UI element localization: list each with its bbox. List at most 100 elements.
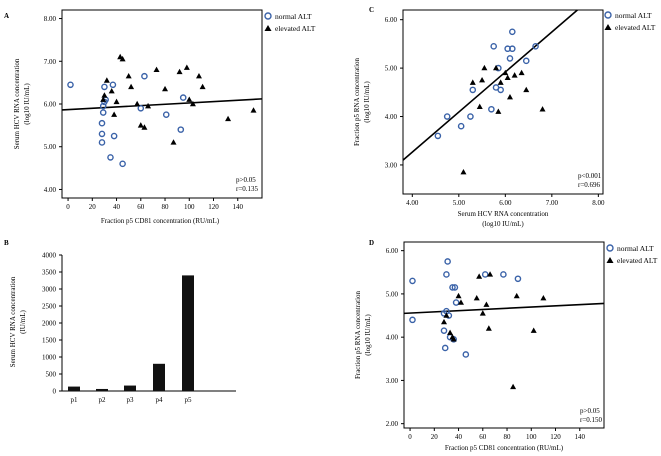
normal-alt-point [98, 130, 106, 138]
normal-alt-point [488, 105, 495, 113]
panel-b-y-tick-label: 2500 [42, 303, 57, 311]
panel-b-x-tick-label: p5 [185, 396, 193, 404]
panel-a-r-value: r=0.135 [236, 185, 259, 193]
normal-alt-point [522, 57, 530, 65]
panel-c-p-value: p<0.001 [578, 172, 602, 180]
panel-a: A 4.00 5.00 6.00 7.00 8.00 0 20 40 60 80 100 120 14… [4, 9, 316, 225]
panel-b-y-label-line1: Serum HCV RNA concentration [9, 276, 17, 367]
normal-alt-point [99, 109, 107, 116]
normal-alt-point [67, 81, 74, 89]
normal-alt-point [409, 277, 416, 285]
elevated-alt-point [441, 318, 447, 325]
normal-alt-point [444, 258, 451, 265]
normal-alt-point [110, 132, 118, 140]
normal-alt-point [449, 284, 456, 291]
elevated-alt-point [495, 108, 502, 114]
panel-d-y-tick-label: 4.00 [386, 334, 399, 342]
legend-normal-alt: normal ALT [617, 244, 654, 253]
panel-a-p-value: p>0.05 [236, 176, 256, 184]
panel-a-x-tick-label: 0 [66, 203, 70, 211]
panel-b-y-tick-label: 4000 [42, 252, 57, 260]
legend-circle-icon [264, 12, 272, 20]
normal-alt-point [514, 275, 522, 283]
panel-d-y-tick-label: 3.00 [386, 377, 399, 385]
panel-a-y-tick-label: 5.00 [44, 143, 57, 151]
elevated-alt-point [162, 85, 169, 92]
elevated-alt-point [476, 273, 483, 279]
panel-a-y-tick-label: 4.00 [44, 186, 57, 194]
normal-alt-point [409, 316, 416, 324]
elevated-alt-point [183, 64, 190, 70]
panel-d-x-tick-label: 140 [575, 433, 586, 441]
elevated-alt-point [199, 83, 206, 90]
panel-d-letter: D [369, 239, 374, 247]
legend-elevated-alt: elevated ALT [617, 256, 658, 265]
panel-c-frame [402, 9, 604, 195]
panel-c-y-ticks: 3.00 4.00 5.00 6.00 [385, 16, 403, 169]
panel-d-points [409, 258, 547, 390]
legend-triangle-icon [604, 24, 612, 30]
elevated-alt-point [502, 69, 509, 76]
normal-alt-point [490, 43, 497, 50]
panel-a-y-tick-label: 8.00 [44, 15, 57, 23]
panel-c-x-tick-label: 8.00 [592, 199, 605, 207]
panel-d-y-ticks: 2.00 3.00 4.00 5.00 6.00 [386, 247, 404, 428]
panel-b-bars [68, 275, 194, 391]
legend-normal-alt: normal ALT [275, 12, 312, 21]
normal-alt-point [532, 43, 539, 50]
elevated-alt-point [125, 73, 132, 79]
panel-b-y-tick-label: 3000 [42, 286, 57, 294]
elevated-alt-point [518, 69, 525, 76]
panel-a-y-label-line1: Serum HCV RNA concentration [13, 58, 21, 149]
elevated-alt-point [493, 64, 500, 71]
panel-d-legend: normal ALT elevated ALT [606, 244, 658, 265]
normal-alt-point [109, 81, 117, 89]
panel-d-y-label-line2: (log10 IU/mL) [364, 314, 372, 356]
panel-a-legend: normal ALT elevated ALT [264, 12, 316, 33]
panel-c-r-value: r=0.696 [578, 181, 601, 189]
panel-b-y-tick-label: 500 [46, 371, 57, 379]
panel-b-x-tick-label: p4 [156, 396, 164, 404]
elevated-alt-point [111, 111, 118, 117]
panel-d: D 2.00 3.00 4.00 5.00 6.00 0 20 40 60 80 100 120 14… [354, 239, 658, 452]
panel-a-x-label: Fraction p5 CD81 concentration (RU/mL) [101, 217, 220, 225]
elevated-alt-point [476, 103, 483, 110]
legend-circle-icon [604, 11, 612, 19]
normal-alt-point [506, 55, 514, 62]
elevated-alt-point [457, 299, 464, 305]
panel-d-r-value: r=0.150 [580, 416, 603, 424]
panel-c-y-tick-label: 5.00 [385, 65, 398, 73]
panel-b-x-tick-label: p3 [127, 396, 135, 404]
legend-triangle-icon [606, 257, 614, 263]
elevated-alt-point [100, 96, 107, 102]
elevated-alt-point [225, 115, 232, 122]
normal-alt-point [462, 351, 470, 358]
panel-b-y-tick-label: 1000 [42, 354, 57, 362]
normal-alt-point [101, 83, 108, 91]
panel-c-x-tick-label: 6.00 [499, 199, 512, 207]
elevated-alt-point [153, 66, 160, 73]
panel-b-y-tick-label: 3500 [42, 269, 57, 277]
legend-triangle-icon [264, 25, 272, 31]
elevated-alt-point [170, 139, 177, 145]
panel-a-regression-line [61, 98, 263, 111]
normal-alt-point [441, 344, 449, 352]
elevated-alt-point [513, 292, 520, 299]
panel-b-y-tick-label: 1500 [42, 337, 57, 345]
elevated-alt-point [195, 73, 202, 79]
normal-alt-point [467, 113, 474, 120]
panel-c-regression-line [402, 9, 578, 161]
elevated-alt-point [189, 100, 196, 107]
panel-c-y-tick-label: 3.00 [385, 161, 398, 169]
panel-b-x-tick-label: p2 [99, 396, 107, 404]
panel-a-y-tick-label: 6.00 [44, 101, 57, 109]
elevated-alt-point [540, 295, 547, 301]
panel-c-x-label-line1: Serum HCV RNA concentration [458, 210, 549, 218]
panel-a-x-tick-label: 100 [184, 203, 195, 211]
normal-alt-point [443, 113, 451, 120]
legend-elevated-alt: elevated ALT [615, 23, 656, 32]
elevated-alt-point [485, 325, 492, 331]
panel-d-y-tick-label: 5.00 [386, 290, 399, 298]
